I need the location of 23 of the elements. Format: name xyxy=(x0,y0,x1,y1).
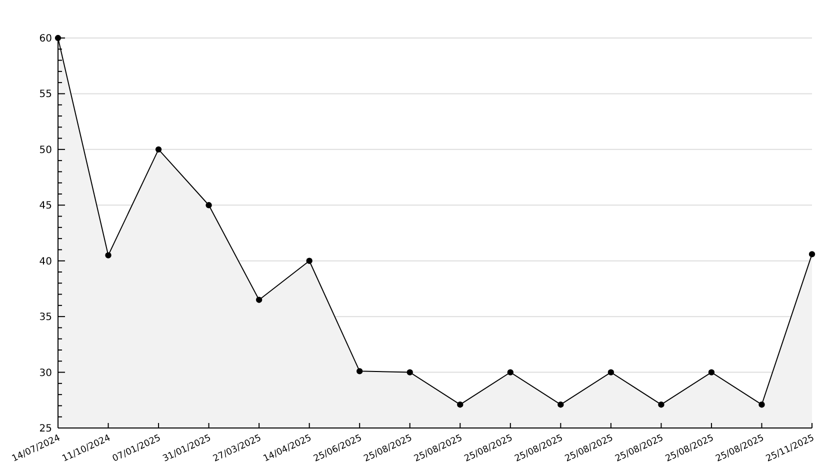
point xyxy=(608,369,614,376)
point xyxy=(758,402,765,408)
y-tick-label: 55 xyxy=(39,89,52,100)
point xyxy=(105,252,112,258)
point xyxy=(406,369,413,376)
point xyxy=(206,202,212,208)
point xyxy=(356,368,363,374)
y-tick-label: 30 xyxy=(39,368,52,379)
point xyxy=(507,369,514,376)
point xyxy=(808,251,816,258)
point xyxy=(658,402,664,408)
y-tick-label: 60 xyxy=(39,34,52,44)
y-tick-label: 40 xyxy=(39,256,52,268)
point xyxy=(708,369,715,376)
y-tick-label: 50 xyxy=(39,144,52,156)
y-tick-label: 25 xyxy=(39,424,52,434)
point xyxy=(155,146,162,153)
point xyxy=(457,402,464,408)
y-tick-label: 35 xyxy=(39,312,52,324)
y-tick-label: 45 xyxy=(39,200,52,212)
point xyxy=(306,258,312,264)
point xyxy=(558,402,564,408)
point xyxy=(256,296,262,303)
